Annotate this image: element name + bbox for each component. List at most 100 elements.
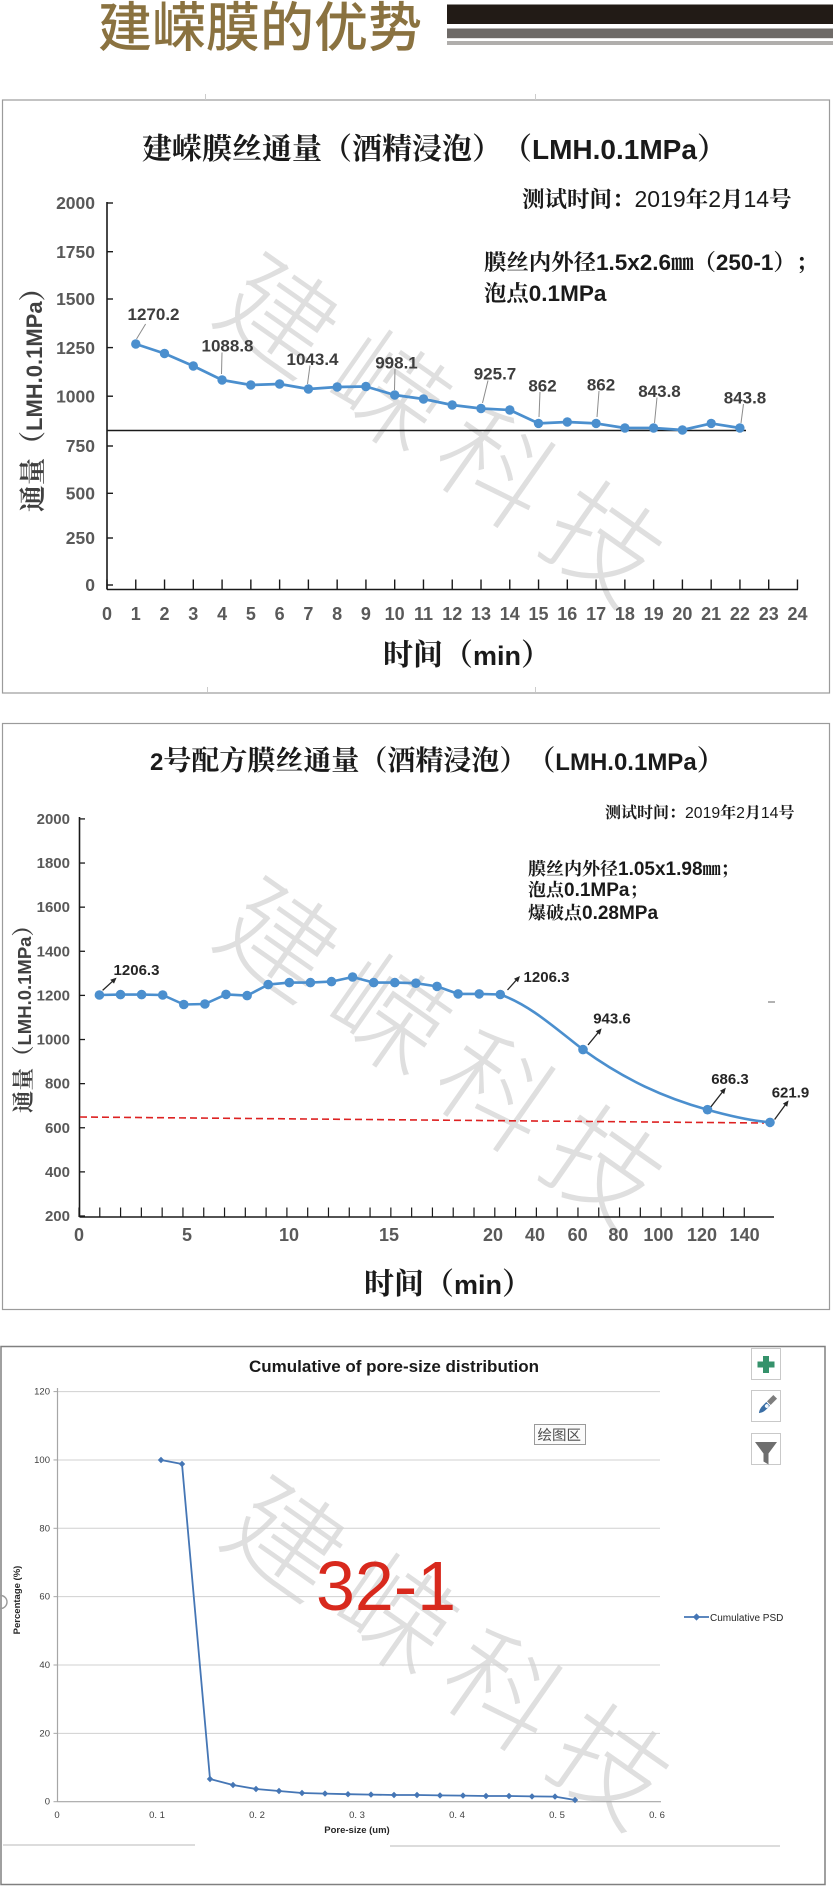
svg-text:LMH.0.1MPa: LMH.0.1MPa: [22, 301, 47, 431]
svg-text:2019: 2019: [685, 805, 720, 822]
svg-text:862: 862: [587, 376, 615, 395]
svg-text:943.6: 943.6: [593, 1011, 631, 1028]
svg-text:21: 21: [701, 604, 721, 624]
svg-text:1500: 1500: [56, 289, 95, 309]
svg-text:3: 3: [188, 604, 198, 624]
svg-text:8: 8: [332, 604, 342, 624]
svg-text:40: 40: [39, 1660, 50, 1671]
svg-text:18: 18: [615, 604, 635, 624]
svg-text:1600: 1600: [37, 899, 70, 916]
svg-text:80: 80: [39, 1523, 50, 1534]
svg-text:1000: 1000: [56, 386, 95, 406]
svg-text:22: 22: [730, 604, 750, 624]
svg-text:14: 14: [744, 186, 770, 212]
svg-text:1.05x1.98: 1.05x1.98: [618, 859, 703, 880]
svg-text:1000: 1000: [37, 1032, 70, 1049]
svg-text:2: 2: [160, 604, 170, 624]
svg-text:19: 19: [644, 604, 664, 624]
svg-text:1043.4: 1043.4: [287, 350, 340, 369]
svg-text:14: 14: [761, 805, 779, 822]
svg-text:998.1: 998.1: [375, 354, 418, 373]
svg-text:843.8: 843.8: [638, 382, 681, 401]
svg-text:1206.3: 1206.3: [524, 969, 570, 986]
svg-text:0.28MPa: 0.28MPa: [582, 903, 658, 924]
svg-text:LMH.0.1MPa: LMH.0.1MPa: [555, 749, 697, 776]
svg-text:800: 800: [45, 1076, 70, 1093]
svg-text:1270.2: 1270.2: [128, 305, 180, 324]
svg-text:0: 0: [74, 1225, 84, 1245]
svg-text:20: 20: [483, 1225, 503, 1245]
svg-text:11: 11: [414, 604, 433, 624]
svg-text:24: 24: [787, 604, 807, 624]
svg-text:10: 10: [385, 604, 405, 624]
svg-text:60: 60: [568, 1225, 588, 1245]
svg-text:16: 16: [557, 604, 577, 624]
svg-text:13: 13: [471, 604, 491, 624]
svg-text:80: 80: [608, 1225, 628, 1245]
svg-text:1200: 1200: [37, 987, 70, 1004]
svg-text:686.3: 686.3: [711, 1071, 749, 1088]
svg-text:0. 2: 0. 2: [249, 1810, 265, 1821]
svg-text:60: 60: [39, 1592, 50, 1603]
svg-text:750: 750: [66, 436, 95, 456]
svg-text:2: 2: [150, 749, 163, 776]
svg-text:0.1MPa: 0.1MPa: [529, 281, 607, 306]
svg-text:0. 4: 0. 4: [449, 1810, 465, 1821]
svg-text:100: 100: [34, 1455, 50, 1466]
svg-text:32-1: 32-1: [316, 1547, 456, 1625]
svg-text:1800: 1800: [37, 855, 70, 872]
svg-text:2000: 2000: [37, 811, 70, 828]
svg-text:1400: 1400: [37, 943, 70, 960]
svg-text:min: min: [473, 641, 521, 671]
svg-text:120: 120: [34, 1387, 50, 1398]
svg-text:9: 9: [361, 604, 371, 624]
svg-text:10: 10: [279, 1225, 299, 1245]
svg-text:500: 500: [66, 484, 95, 504]
svg-text:LMH.0.1MPa: LMH.0.1MPa: [14, 936, 35, 1046]
svg-text:200: 200: [45, 1208, 70, 1225]
svg-text:100: 100: [643, 1225, 673, 1245]
svg-text:0: 0: [102, 604, 112, 624]
svg-text:40: 40: [525, 1225, 545, 1245]
svg-text:5: 5: [182, 1225, 192, 1245]
svg-text:0: 0: [85, 575, 95, 595]
svg-text:4: 4: [217, 604, 227, 624]
svg-text:17: 17: [586, 604, 606, 624]
svg-text:400: 400: [45, 1164, 70, 1181]
svg-text:2: 2: [708, 186, 721, 212]
svg-text:843.8: 843.8: [724, 389, 767, 408]
svg-text:862: 862: [528, 377, 556, 396]
svg-text:1250: 1250: [56, 338, 95, 358]
svg-text:6: 6: [275, 604, 285, 624]
svg-text:15: 15: [529, 604, 549, 624]
svg-text:2: 2: [736, 805, 745, 822]
svg-text:14: 14: [500, 604, 520, 624]
svg-text:Pore-size (um): Pore-size (um): [324, 1825, 389, 1836]
svg-text:15: 15: [379, 1225, 399, 1245]
svg-text:2000: 2000: [56, 193, 95, 213]
svg-text:2019: 2019: [635, 186, 686, 212]
svg-text:Percentage (%): Percentage (%): [12, 1566, 23, 1635]
svg-text:7: 7: [303, 604, 313, 624]
svg-text:0. 3: 0. 3: [349, 1810, 365, 1821]
svg-text:250-1: 250-1: [716, 250, 774, 275]
svg-text:0.1MPa: 0.1MPa: [564, 880, 630, 901]
svg-text:0. 5: 0. 5: [549, 1810, 565, 1821]
svg-text:140: 140: [730, 1225, 760, 1245]
svg-text:12: 12: [442, 604, 462, 624]
svg-text:LMH.0.1MPa: LMH.0.1MPa: [532, 134, 697, 165]
svg-text:5: 5: [246, 604, 256, 624]
svg-text:0: 0: [54, 1810, 59, 1821]
svg-text:23: 23: [759, 604, 779, 624]
svg-text:Cumulative of pore-size distri: Cumulative of pore-size distribution: [249, 1357, 539, 1376]
svg-text:1750: 1750: [56, 242, 95, 262]
svg-text:1088.8: 1088.8: [202, 337, 254, 356]
svg-text:1: 1: [131, 604, 141, 624]
svg-text:0: 0: [45, 1797, 50, 1808]
svg-text:0. 1: 0. 1: [149, 1810, 165, 1821]
svg-text:621.9: 621.9: [772, 1085, 810, 1102]
svg-text:120: 120: [687, 1225, 717, 1245]
svg-text:600: 600: [45, 1120, 70, 1137]
svg-text:250: 250: [66, 528, 95, 548]
svg-text:1206.3: 1206.3: [114, 962, 160, 979]
